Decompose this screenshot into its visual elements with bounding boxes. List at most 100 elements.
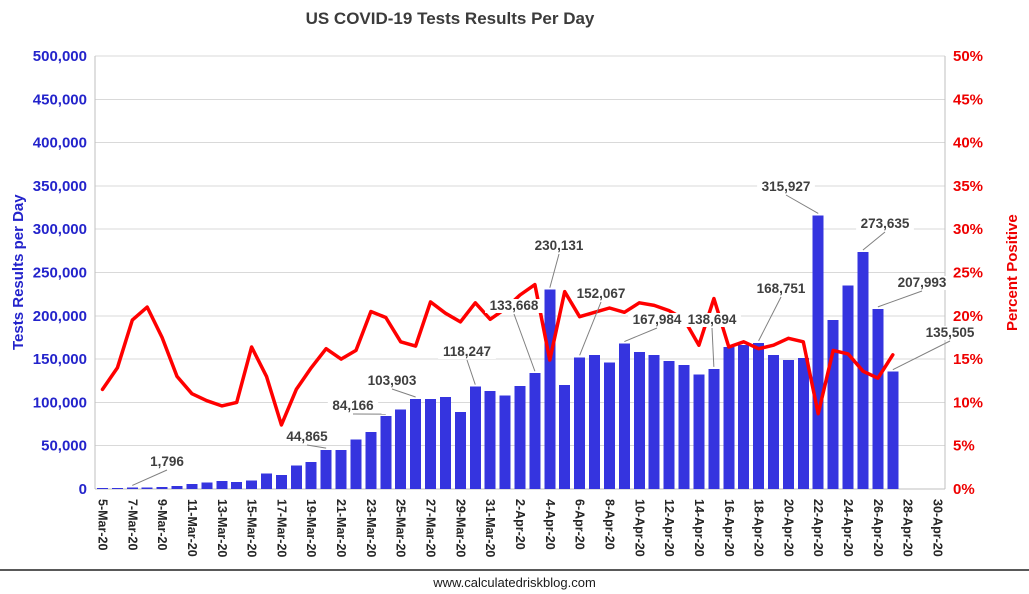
- x-tick-label: 19-Mar-20: [304, 499, 318, 557]
- footer-divider: [0, 569, 1029, 571]
- bar-26-Mar-20: [410, 399, 422, 489]
- x-tick-label: 17-Mar-20: [274, 499, 288, 557]
- bar-22-Apr-20: [812, 215, 824, 489]
- bar-21-Apr-20: [797, 358, 809, 489]
- bar-8-Mar-20: [141, 487, 153, 489]
- x-tick-label: 27-Mar-20: [424, 499, 438, 557]
- bar-13-Mar-20: [216, 481, 228, 489]
- bar-18-Mar-20: [290, 465, 302, 489]
- x-tick-label: 2-Apr-20: [513, 499, 527, 550]
- bar-26-Apr-20: [872, 308, 884, 489]
- bar-7-Mar-20: [126, 487, 138, 489]
- right-tick-label: 45%: [953, 91, 983, 108]
- right-tick-label: 20%: [953, 308, 983, 325]
- annotation-value-label: 135,505: [926, 325, 975, 340]
- x-tick-label: 22-Apr-20: [811, 499, 825, 557]
- x-tick-label: 25-Mar-20: [394, 499, 408, 557]
- x-axis-tick-labels: 5-Mar-20 7-Mar-20 9-Mar-20 11-Mar-20 13-Mar-…: [95, 499, 944, 557]
- x-tick-label: 4-Apr-20: [543, 499, 557, 550]
- annotation-value-label: 167,984: [633, 312, 682, 327]
- x-tick-label: 6-Apr-20: [573, 499, 587, 550]
- bar-10-Apr-20: [633, 352, 645, 489]
- annotation-value-label: 230,131: [535, 238, 584, 253]
- annotation-leader-line: [513, 313, 536, 372]
- bar-6-Apr-20: [574, 357, 586, 489]
- annotation-leader-line: [892, 340, 951, 371]
- annotation-value-label: 103,903: [368, 373, 417, 388]
- annotation-label-bg: [363, 374, 421, 388]
- bar-16-Apr-20: [723, 346, 735, 489]
- annotation-value-label: 84,166: [332, 398, 374, 413]
- bar-23-Apr-20: [827, 320, 839, 489]
- bar-2-Apr-20: [514, 385, 526, 489]
- bar-5-Apr-20: [559, 385, 571, 489]
- annotation-label-bg: [683, 313, 741, 327]
- bar-10-Mar-20: [171, 485, 183, 489]
- x-tick-label: 29-Mar-20: [453, 499, 467, 557]
- right-tick-label: 30%: [953, 221, 983, 238]
- x-tick-label: 8-Apr-20: [602, 499, 616, 550]
- left-tick-label: 100,000: [33, 394, 87, 411]
- right-tick-label: 25%: [953, 265, 983, 282]
- annotation-leader-line: [624, 327, 658, 342]
- bar-7-Apr-20: [589, 354, 601, 489]
- left-tick-label: 0: [79, 481, 87, 498]
- left-tick-label: 400,000: [33, 135, 87, 152]
- left-axis-tick-labels: 0 50,000 100,000 150,000 200,000 250,000 300,0…: [33, 48, 87, 498]
- bar-3-Apr-20: [529, 373, 541, 489]
- bar-5-Mar-20: [96, 488, 108, 489]
- annotation-label-bg: [752, 282, 810, 296]
- annotation-leader-line: [711, 327, 715, 367]
- annotation-value-label: 1,796: [150, 454, 184, 469]
- bar-12-Apr-20: [663, 360, 675, 489]
- x-tick-label: 13-Mar-20: [215, 499, 229, 557]
- annotation-label-bg: [438, 345, 496, 359]
- right-tick-label: 50%: [953, 48, 983, 65]
- annotation-label-bg: [485, 299, 543, 313]
- bar-8-Apr-20: [603, 362, 615, 489]
- bar-4-Apr-20: [544, 289, 556, 489]
- x-tick-label: 31-Mar-20: [483, 499, 497, 557]
- bar-24-Apr-20: [842, 285, 854, 489]
- bar-17-Mar-20: [275, 475, 287, 489]
- annotation-value-label: 273,635: [861, 216, 910, 231]
- right-tick-label: 15%: [953, 351, 983, 368]
- annotation-leader-line: [579, 301, 602, 356]
- annotation-label-bg: [628, 313, 686, 327]
- annotation-leader-line: [306, 444, 327, 449]
- annotation-leader-line: [466, 359, 476, 385]
- x-tick-label: 7-Mar-20: [125, 499, 139, 550]
- annotation-label-bg: [757, 180, 815, 194]
- annotation-value-label: 315,927: [762, 179, 811, 194]
- bar-16-Mar-20: [260, 473, 272, 489]
- annotation-label-bg: [893, 276, 951, 290]
- left-tick-label: 300,000: [33, 221, 87, 238]
- x-tick-label: 12-Apr-20: [662, 499, 676, 557]
- left-tick-label: 450,000: [33, 91, 87, 108]
- bar-25-Mar-20: [395, 409, 407, 489]
- bar-31-Mar-20: [484, 391, 496, 489]
- bar-15-Apr-20: [708, 368, 720, 489]
- right-tick-label: 35%: [953, 178, 983, 195]
- chart-title: US COVID-19 Tests Results Per Day: [305, 9, 595, 28]
- annotation-labels: 1,796 44,865 84,166 103,903 118,247 133,668 23…: [145, 179, 979, 469]
- bar-9-Apr-20: [618, 343, 630, 489]
- right-tick-label: 40%: [953, 135, 983, 152]
- percent-positive-polyline: [100, 282, 895, 427]
- x-tick-label: 26-Apr-20: [871, 499, 885, 557]
- left-tick-label: 500,000: [33, 48, 87, 65]
- annotation-label-bg: [327, 399, 379, 413]
- annotation-value-label: 207,993: [898, 275, 947, 290]
- x-tick-label: 23-Mar-20: [364, 499, 378, 557]
- bar-13-Apr-20: [678, 365, 690, 489]
- annotation-leader-line: [132, 469, 168, 486]
- x-tick-label: 14-Apr-20: [692, 499, 706, 557]
- bar-14-Mar-20: [231, 482, 243, 489]
- percent-positive-line: [100, 282, 895, 427]
- left-tick-label: 150,000: [33, 351, 87, 368]
- x-tick-label: 9-Mar-20: [155, 499, 169, 550]
- bar-29-Mar-20: [454, 411, 466, 489]
- annotation-label-bg: [921, 326, 979, 340]
- x-tick-label: 18-Apr-20: [752, 499, 766, 557]
